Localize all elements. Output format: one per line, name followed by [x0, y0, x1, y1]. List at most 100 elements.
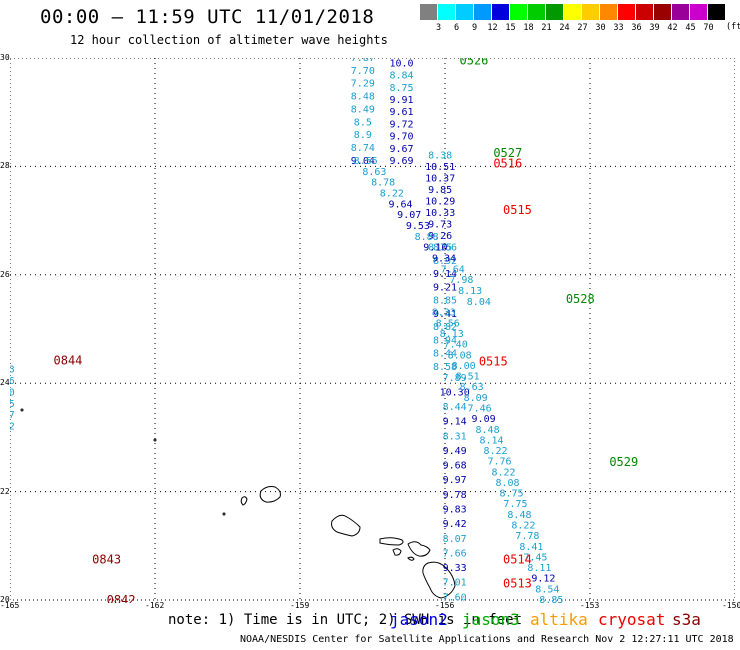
wave-height-value: 8.48 — [476, 425, 500, 436]
wave-height-value: 8.74 — [351, 143, 375, 154]
scale-label: 18 — [523, 23, 534, 33]
lon-label: -162 — [145, 601, 165, 610]
scale-swatch — [582, 4, 599, 20]
scale-label: 36 — [631, 23, 642, 33]
wave-height-value: 9.41 — [433, 309, 457, 320]
scale-swatch — [456, 4, 473, 20]
scale-label: 3 — [435, 23, 442, 33]
wave-height-value: 8.49 — [351, 104, 375, 115]
satellite-jason2: jason2 — [390, 610, 448, 629]
wave-height-value: 8.38 — [428, 151, 452, 162]
wave-height-value: 9.34 — [432, 254, 456, 265]
scale-swatch — [654, 4, 671, 20]
wave-height-value: 8.82 — [433, 322, 457, 333]
island-hawaii — [422, 561, 456, 599]
wave-height-value: 7.66 — [443, 548, 467, 559]
wave-height-value: 9.73 — [428, 220, 452, 231]
wave-height-value: 9.14 — [443, 417, 467, 428]
map-title: 00:00 – 11:59 UTC 11/01/2018 — [40, 6, 375, 28]
pass-time-label: 0528 — [566, 292, 595, 306]
lon-label: -153 — [580, 601, 600, 610]
scale-label: 42 — [667, 23, 678, 33]
wave-height-value: 8.75 — [389, 83, 413, 94]
scale-label: 27 — [577, 23, 588, 33]
wave-height-value: 7.76 — [487, 457, 511, 468]
wave-height-value: 7.64 — [441, 264, 465, 275]
scale-swatch — [618, 4, 635, 20]
wave-height-value: 8.63 — [460, 382, 484, 393]
pass-time-label: 0526 — [460, 58, 489, 68]
pass-time-label: 0842 — [107, 593, 136, 603]
pass-time-label: 0516 — [493, 157, 522, 171]
wave-height-value: 8.14 — [480, 435, 504, 446]
island-lanai — [392, 548, 402, 556]
satellite-altika: altika — [530, 610, 588, 629]
wave-height-value: 8.07 — [443, 534, 467, 545]
lon-label: -150 — [722, 601, 740, 610]
wave-height-value: 9.04 — [351, 156, 375, 167]
lat-label: 20 — [0, 595, 10, 604]
wave-height-value: 9.10 — [423, 243, 447, 254]
wave-height-value: 10.30 — [440, 387, 470, 398]
scale-swatch — [708, 4, 725, 20]
wave-height-value: 9.97 — [443, 475, 467, 486]
wave-height-value: 10.0 — [389, 58, 413, 69]
wave-height-value: 9.53 — [406, 221, 430, 232]
lat-label: 28 — [0, 161, 10, 171]
wave-height-value: 9.07 — [397, 210, 421, 221]
wave-height-value: 7.29 — [351, 79, 375, 90]
scale-swatch — [546, 4, 563, 20]
wave-height-value: 7.78 — [515, 531, 539, 542]
pass-time-label: 0513 — [503, 577, 532, 591]
wave-height-value: 8.75 — [428, 243, 452, 254]
wave-height-value: 8.51 — [456, 372, 480, 383]
island-niihau — [240, 496, 248, 506]
wave-height-value: 8.22 — [491, 467, 515, 478]
wave-height-value: 8.85 — [433, 296, 457, 307]
scale-label: 6 — [453, 23, 460, 33]
scale-label: 30 — [595, 23, 606, 33]
wave-height-value: 8.94 — [433, 335, 457, 346]
scale-label: 9 — [471, 23, 478, 33]
map-frame — [10, 58, 735, 601]
pass-time-label: 0529 — [609, 455, 638, 469]
wave-height-value: 9.33 — [443, 563, 467, 574]
wave-height-value: 7.70 — [351, 66, 375, 77]
island-nihoa — [153, 438, 157, 442]
scale-swatch — [600, 4, 617, 20]
wave-height-value: 9.42 — [443, 519, 467, 530]
scale-swatch — [492, 4, 509, 20]
wave-height-value: 9.67 — [389, 144, 413, 155]
wave-height-value: 8.22 — [483, 446, 507, 457]
wave-height-value: 6.66 — [10, 376, 15, 387]
satellite-cryosat: cryosat — [598, 610, 666, 629]
wave-height-value: 8.58 — [433, 362, 457, 373]
wave-height-value: 8.04 — [467, 297, 491, 308]
wave-height-value: 8.13 — [458, 286, 482, 297]
wave-height-value: 7.46 — [468, 403, 492, 414]
wave-height-value: 7.40 — [444, 340, 468, 351]
map-grid — [10, 58, 735, 601]
wave-height-value: 8.84 — [389, 71, 413, 82]
islet-dot-2 — [222, 512, 226, 516]
lat-label: 30 — [0, 53, 10, 62]
wave-height-value: 8.85 — [539, 595, 563, 603]
wave-height-value: 7.98 — [449, 275, 473, 286]
hawaiian-islands — [20, 408, 456, 599]
wave-height-value: 8.78 — [371, 178, 395, 189]
wave-height-value: 7.89 — [443, 373, 467, 384]
wave-height-value: 8.31 — [443, 431, 467, 442]
pass-time-label: 0527 — [493, 146, 522, 160]
wave-height-value: 9.61 — [389, 107, 413, 118]
wave-height-value: 9.78 — [443, 490, 467, 501]
altimeter-tracks: 6.236.666.806.456.676.126.107.537.066.28… — [10, 58, 563, 603]
wave-height-value: 9.12 — [531, 574, 555, 585]
wave-height-value: 9.72 — [389, 119, 413, 130]
wave-height-value: 8.11 — [527, 563, 551, 574]
wave-height-map: 6.236.666.806.456.676.126.107.537.066.28… — [10, 58, 735, 603]
scale-swatch — [564, 4, 581, 20]
wave-height-value: 10.37 — [425, 174, 455, 185]
wave-height-value: 7.75 — [503, 499, 527, 510]
lon-label: -156 — [435, 601, 455, 610]
satellite-jason3: jason3 — [462, 610, 520, 629]
